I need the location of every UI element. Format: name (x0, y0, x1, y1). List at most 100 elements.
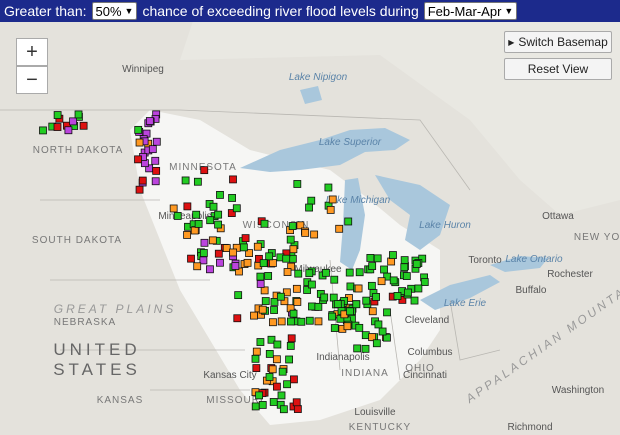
gauge-marker (329, 293, 338, 302)
gauge-marker (241, 234, 250, 243)
gauge-marker (135, 138, 144, 147)
gauge-marker (346, 307, 354, 316)
gauge-marker (352, 300, 361, 309)
gauge-marker (173, 212, 182, 220)
map-label: Lake Ontario (505, 254, 563, 265)
map-label: NEW YORK (574, 232, 620, 243)
gauge-marker (354, 284, 363, 293)
gauge-marker (383, 308, 391, 317)
gauge-marker (330, 324, 339, 332)
gauge-marker (372, 339, 381, 348)
gauge-marker (377, 277, 386, 286)
map-label: Toronto (468, 255, 502, 266)
gauge-marker (328, 195, 337, 204)
gauge-marker (222, 244, 231, 252)
gauge-marker (193, 262, 202, 271)
gauge-marker (322, 268, 330, 277)
map-label: STATES (53, 360, 141, 379)
gauge-marker (261, 297, 270, 305)
gauge-marker (269, 318, 277, 327)
gauge-marker (229, 175, 237, 184)
canada (180, 0, 620, 215)
gauge-marker (231, 262, 240, 270)
gauge-marker (361, 344, 370, 353)
gauge-marker (245, 249, 253, 257)
gauge-marker (378, 327, 387, 336)
gauge-marker (229, 248, 238, 257)
gauge-marker (206, 265, 214, 274)
gauge-marker (282, 288, 291, 297)
gauge-marker (208, 236, 217, 245)
gauge-marker (169, 204, 178, 213)
gauge-marker (258, 305, 267, 314)
gauge-marker (355, 323, 364, 332)
gauge-marker (293, 298, 302, 306)
gauge-marker (389, 276, 398, 285)
lake-erie (420, 275, 500, 310)
gauge-marker (183, 202, 192, 211)
gauge-marker (404, 288, 412, 297)
gauge-marker (308, 302, 316, 311)
label-before: Greater than: (4, 3, 87, 19)
gauge-marker (276, 292, 285, 301)
gauge-marker (181, 176, 190, 185)
gauge-marker (303, 286, 311, 294)
gauge-marker (283, 380, 291, 389)
gauge-marker (64, 126, 73, 135)
map-label: Milwaukee (294, 264, 342, 275)
gauge-marker (292, 284, 301, 293)
dropdown-arrow: ▼ (124, 6, 134, 16)
period-value: Feb-Mar-Apr (427, 3, 502, 19)
gauge-marker (243, 258, 252, 267)
gauge-marker (305, 203, 313, 212)
gauge-marker (252, 364, 261, 372)
gauge-marker (330, 275, 339, 284)
gauge-marker (214, 220, 222, 229)
switch-basemap-text: Switch Basemap (518, 35, 608, 49)
threshold-value: 50% (95, 3, 122, 19)
gauge-marker (368, 333, 377, 342)
gauge-marker (373, 254, 382, 263)
gauge-marker (151, 156, 160, 165)
gauge-marker (270, 298, 279, 306)
gauge-marker (288, 222, 297, 230)
gauge-marker (283, 268, 292, 276)
gauge-marker (228, 194, 236, 202)
reset-view-button[interactable]: Reset View (504, 58, 612, 80)
gauge-marker (252, 347, 261, 356)
zoom-out[interactable]: − (16, 66, 48, 94)
map-label: INDIANA (341, 368, 389, 379)
gauge-marker (387, 257, 396, 266)
gauge-marker (383, 333, 391, 342)
gauge-marker (374, 320, 383, 329)
gauge-marker (199, 256, 208, 265)
gauge-marker (135, 185, 144, 194)
gauge-marker (333, 300, 342, 308)
zoom-in[interactable]: + (16, 38, 48, 66)
gauge-marker (134, 155, 142, 164)
threshold-select[interactable]: 50% ▼ (91, 2, 138, 20)
switch-basemap-button[interactable]: ▶ Switch Basemap (504, 31, 612, 53)
map-label: UNITED (53, 340, 140, 359)
gauge-marker (206, 216, 215, 225)
gauge-marker (270, 306, 278, 314)
gauge-marker (192, 210, 201, 219)
gauge-marker (324, 183, 333, 192)
gauge-marker (145, 117, 154, 125)
gauge-marker (200, 166, 209, 175)
map-label: Richmond (507, 422, 552, 433)
map-label: WISCONSIN (243, 220, 310, 231)
period-select[interactable]: Feb-Mar-Apr ▼ (423, 2, 518, 20)
gauge-marker (292, 398, 301, 407)
gauge-marker (307, 196, 316, 205)
gauge-marker (190, 226, 199, 235)
gauge-marker (256, 338, 265, 346)
gauge-marker (310, 230, 319, 239)
gauge-marker (251, 402, 260, 411)
gauge-marker (402, 272, 411, 280)
gauge-marker (335, 224, 344, 233)
map-label: Cleveland (405, 315, 449, 326)
gauge-marker (362, 296, 371, 305)
gauge-marker (267, 335, 276, 344)
map-label: Lake Erie (444, 298, 487, 309)
